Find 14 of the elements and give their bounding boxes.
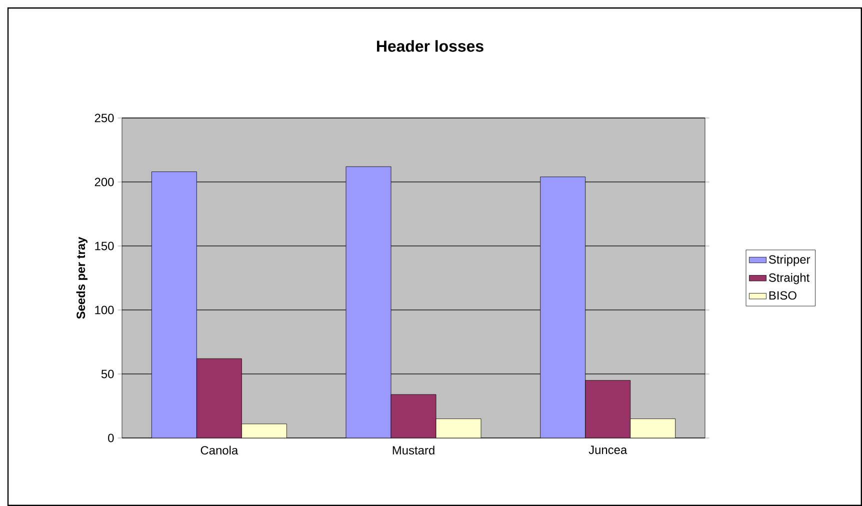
y-tick-label: 250 <box>94 114 114 122</box>
legend-label: BISO <box>769 291 796 300</box>
y-tick-label: 50 <box>101 370 114 378</box>
y-tick-label: 150 <box>95 242 114 250</box>
y-tick-label: 100 <box>95 306 114 314</box>
y-tick-label: 200 <box>94 178 114 186</box>
x-tick-label: Mustard <box>392 446 434 455</box>
legend-label: Stripper <box>768 254 810 266</box>
chart-title: Header losses <box>377 40 484 52</box>
legend-label: Straight <box>768 273 810 284</box>
y-axis-title: Seeds per tray <box>76 236 88 319</box>
x-tick-label: Canola <box>200 446 238 455</box>
y-tick-label: 0 <box>108 434 114 442</box>
x-tick-label: Juncea <box>588 446 628 454</box>
